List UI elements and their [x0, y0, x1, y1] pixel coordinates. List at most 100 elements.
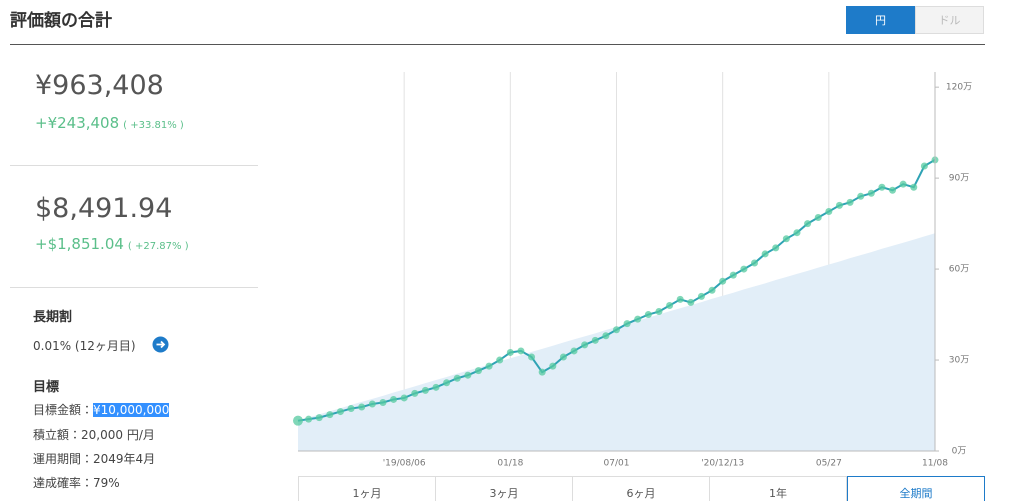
marker: [910, 183, 918, 191]
marker: [644, 311, 652, 319]
goal-row: 達成確率：79%: [33, 474, 120, 491]
marker: [400, 394, 408, 402]
marker: [538, 368, 546, 376]
goal-label: 目標金額：: [33, 403, 94, 417]
period-button[interactable]: 3ヶ月: [435, 476, 573, 501]
goal-title: 目標: [33, 380, 60, 395]
currency-yen[interactable]: 円: [846, 6, 915, 34]
y-tick-label: 90万: [949, 174, 969, 184]
marker: [867, 189, 875, 197]
goal-value: 20,000 円/月: [81, 428, 155, 442]
marker: [305, 415, 313, 423]
usd-gain-amount: +$1,851.04: [35, 235, 124, 253]
marker: [453, 374, 461, 382]
marker: [559, 353, 567, 361]
marker: [793, 229, 801, 237]
long-term-title: 長期割: [33, 310, 73, 325]
y-tick-label: 120万: [946, 83, 972, 93]
marker: [411, 389, 419, 397]
page-title: 評価額の合計: [10, 11, 112, 31]
goal-value: 79%: [93, 476, 120, 490]
marker: [581, 341, 589, 349]
marker: [368, 400, 376, 408]
x-tick-label: 07/01: [604, 459, 630, 469]
area: [298, 233, 935, 451]
marker: [528, 353, 536, 361]
marker: [496, 356, 504, 364]
marker: [464, 371, 472, 379]
marker: [358, 403, 366, 411]
marker: [326, 411, 334, 419]
marker: [655, 308, 663, 316]
y-tick-label: 0万: [952, 447, 967, 457]
x-tick-label: 01/18: [497, 459, 523, 469]
marker: [772, 244, 780, 252]
marker: [390, 395, 398, 403]
period-button[interactable]: 全期間: [847, 476, 985, 501]
period-button[interactable]: 1ヶ月: [298, 476, 436, 501]
x-tick-label: '20/12/13: [701, 459, 744, 469]
marker: [729, 271, 737, 279]
marker: [835, 201, 843, 209]
marker: [814, 214, 822, 222]
marker: [549, 362, 557, 370]
marker: [846, 198, 854, 206]
marker: [920, 162, 928, 170]
marker: [740, 265, 748, 273]
marker: [293, 415, 303, 426]
marker: [506, 348, 514, 356]
marker: [336, 408, 344, 416]
marker: [634, 315, 642, 323]
marker: [804, 220, 812, 228]
marker: [878, 183, 886, 191]
jpy-value: ¥963,408: [35, 70, 164, 101]
divider: [10, 44, 985, 45]
goal-row: 積立額：20,000 円/月: [33, 426, 155, 443]
jpy-gain: +¥243,408( +33.81% ): [35, 114, 184, 132]
marker: [825, 207, 833, 215]
marker: [889, 186, 897, 194]
goal-value: ¥10,000,000: [93, 403, 170, 417]
marker: [347, 405, 355, 413]
marker: [602, 332, 610, 340]
period-button[interactable]: 6ヶ月: [572, 476, 710, 501]
marker: [613, 326, 620, 334]
period-button[interactable]: 1年: [709, 476, 847, 501]
usd-gain: +$1,851.04( +27.87% ): [35, 235, 189, 253]
goal-label: 積立額：: [33, 428, 82, 442]
marker: [697, 292, 705, 300]
marker: [761, 250, 769, 258]
currency-dollar[interactable]: ドル: [915, 6, 984, 34]
goal-row: 運用期間：2049年4月: [33, 450, 155, 467]
divider: [10, 165, 258, 166]
x-tick-label: '19/08/06: [383, 459, 426, 469]
y-tick-label: 30万: [949, 356, 969, 366]
marker: [315, 414, 323, 422]
marker: [443, 379, 451, 387]
goal-label: 達成確率：: [33, 476, 94, 490]
goal-row: 目標金額：¥10,000,000: [33, 401, 170, 418]
usd-value: $8,491.94: [35, 193, 173, 224]
marker: [421, 386, 429, 394]
marker: [517, 347, 525, 355]
marker: [570, 347, 578, 355]
marker: [474, 367, 482, 375]
marker: [432, 383, 440, 391]
arrow-icon[interactable]: [152, 336, 169, 353]
marker: [623, 320, 631, 328]
marker: [899, 180, 907, 188]
marker: [687, 298, 695, 306]
x-tick-label: 11/08: [922, 459, 948, 469]
marker: [719, 277, 727, 285]
usd-gain-pct: ( +27.87% ): [127, 241, 189, 252]
y-tick-label: 60万: [949, 265, 969, 275]
goal-value: 2049年4月: [93, 452, 156, 466]
marker: [708, 286, 716, 294]
marker: [485, 362, 493, 370]
long-term-rate: 0.01% (12ヶ月目): [33, 339, 136, 353]
x-tick-label: 05/27: [816, 459, 842, 469]
marker: [751, 259, 759, 267]
marker: [379, 398, 387, 406]
